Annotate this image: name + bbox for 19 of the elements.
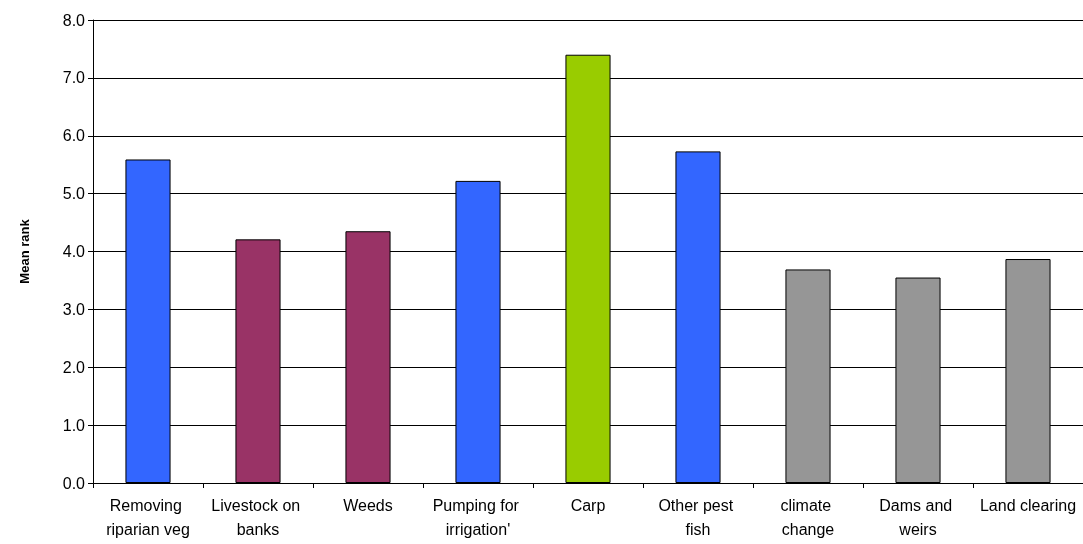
x-tick-label: Weeds (343, 496, 393, 514)
x-tick-label: Removing riparian veg (106, 496, 190, 538)
x-tick-label: Pumping for irrigation' (432, 496, 524, 538)
y-tick-label: 0.0 (62, 474, 86, 492)
x-tick-label: Dams and weirs (879, 496, 957, 538)
y-tick-label: 7.0 (62, 69, 86, 87)
x-tick-label: Livestock on banks (211, 496, 305, 538)
y-tick-label: 4.0 (62, 243, 86, 260)
x-tick-label: Land clearing (979, 496, 1077, 514)
y-tick-label: 5.0 (62, 185, 86, 203)
y-tick-label: 8.0 (62, 11, 86, 29)
x-tick-label: Other pest fish (658, 496, 738, 538)
y-tick-label: 3.0 (62, 300, 86, 318)
y-axis-title: Mean rank (17, 218, 32, 284)
y-tick-label: 1.0 (62, 416, 86, 434)
x-tick-label: climate change (780, 496, 836, 538)
x-tick-label: Carp (570, 496, 606, 514)
y-tick-label: 2.0 (62, 358, 86, 376)
y-tick-label: 6.0 (62, 127, 86, 145)
